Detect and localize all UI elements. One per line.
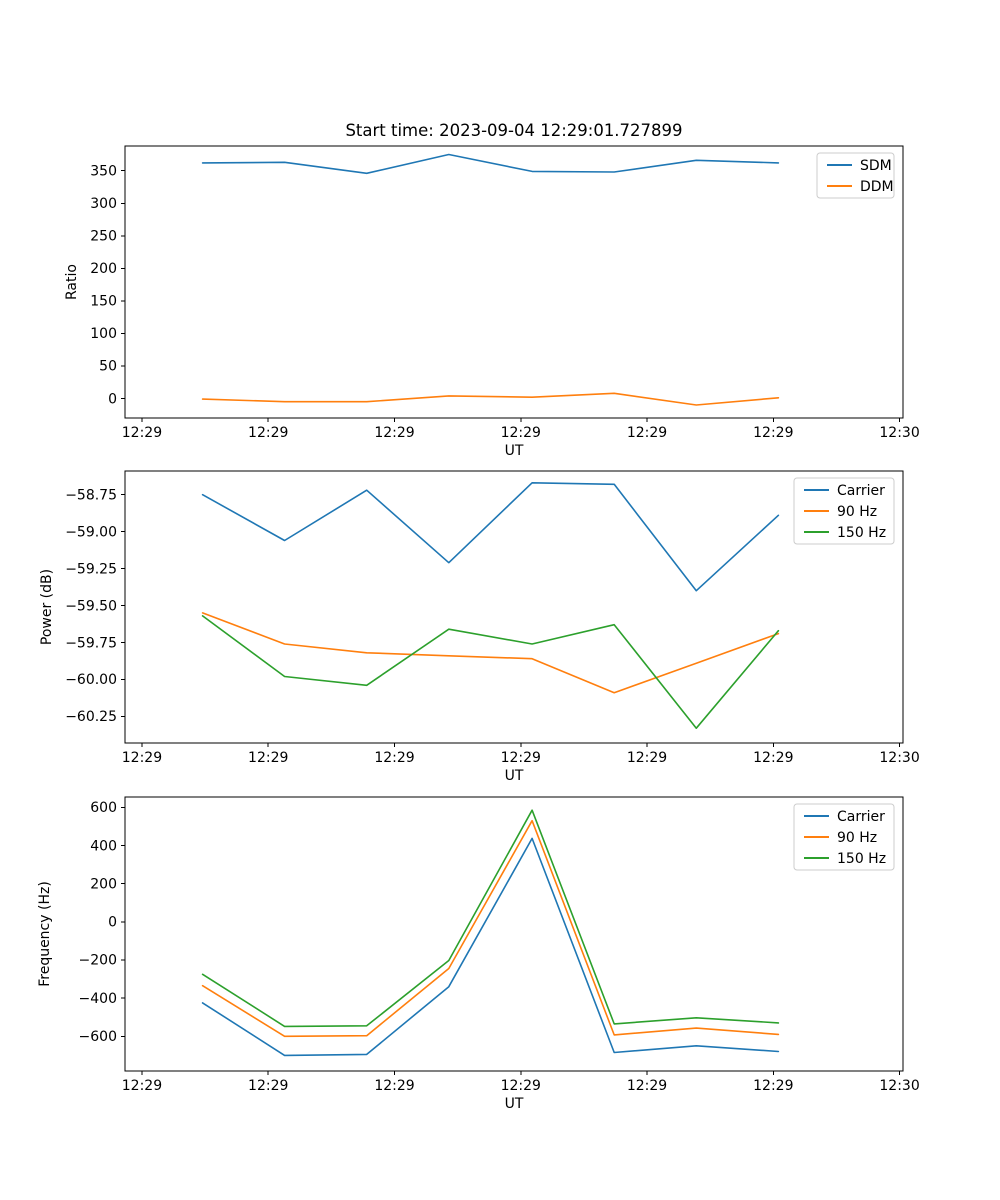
figure-title: Start time: 2023-09-04 12:29:01.727899	[345, 121, 683, 140]
series-line-150-hz	[201, 809, 780, 1028]
x-tick-label: 12:29	[248, 425, 288, 441]
axes-frame	[124, 470, 904, 744]
y-tick-label: −60.25	[65, 709, 117, 725]
legend-box	[793, 477, 895, 545]
y-tick-label: −400	[79, 991, 117, 1007]
subplot-ratio: 0 50 100 150 200 250 300 350 12:29 12:29 12:29 12:2…	[64, 145, 920, 459]
y-tick-label: 600	[90, 800, 117, 816]
x-tick-label: 12:30	[879, 750, 919, 766]
legend: Carrier 90 Hz 150 Hz	[793, 477, 895, 545]
y-tick-label: 350	[90, 164, 117, 180]
x-tick-label: 12:29	[374, 425, 414, 441]
x-tick-label: 12:30	[879, 1078, 919, 1094]
x-tick-label: 12:29	[374, 750, 414, 766]
legend: SDM DDM	[816, 152, 895, 199]
y-tick-label: 0	[108, 391, 117, 407]
x-tick-label: 12:29	[122, 425, 162, 441]
series-line-90-hz	[201, 819, 780, 1038]
y-tick-label: 300	[90, 196, 117, 212]
x-tick-label: 12:30	[879, 425, 919, 441]
x-axis-label: UT	[505, 443, 524, 459]
x-tick-label: 12:29	[753, 750, 793, 766]
x-tick-label: 12:29	[627, 750, 667, 766]
axes-frame	[124, 796, 904, 1072]
series-line-sdm	[201, 153, 780, 175]
y-tick-label: −59.75	[65, 635, 117, 651]
y-tick-label: −600	[79, 1029, 117, 1045]
y-axis-label: Frequency (Hz)	[37, 881, 53, 987]
series-line-90-hz	[201, 612, 780, 694]
y-tick-label: 200	[90, 261, 117, 277]
series-line-carrier	[201, 481, 780, 592]
y-tick-label: −59.25	[65, 561, 117, 577]
subplot-power: −58.75 −59.00 −59.25 −59.50 −59.75 −60.00 −60.…	[39, 470, 920, 784]
x-tick-label: 12:29	[248, 750, 288, 766]
legend-label: Carrier	[837, 809, 885, 825]
axes-frame	[124, 145, 904, 419]
x-tick-label: 12:29	[122, 1078, 162, 1094]
y-tick-label: 0	[108, 915, 117, 931]
legend-box	[793, 803, 895, 871]
y-tick-label: 150	[90, 294, 117, 310]
x-tick-label: 12:29	[753, 1078, 793, 1094]
y-tick-label: 50	[99, 359, 117, 375]
subplot-frequency: 600 400 200 0 −200 −400 −600 12:29 12:29 12:29 12:…	[37, 796, 920, 1112]
x-tick-label: 12:29	[248, 1078, 288, 1094]
x-tick-label: 12:29	[501, 425, 541, 441]
x-tick-label: 12:29	[627, 1078, 667, 1094]
legend-label: 90 Hz	[837, 830, 877, 846]
x-tick-label: 12:29	[753, 425, 793, 441]
series-line-150-hz	[201, 615, 780, 730]
legend-label: 90 Hz	[837, 504, 877, 520]
y-axis-label: Ratio	[64, 264, 80, 300]
y-tick-label: −59.00	[65, 524, 117, 540]
series-line-ddm	[201, 392, 780, 406]
legend-label: DDM	[860, 179, 894, 195]
y-tick-label: −60.00	[65, 672, 117, 688]
x-axis-label: UT	[505, 768, 524, 784]
legend-label: 150 Hz	[837, 851, 886, 867]
legend-label: SDM	[860, 158, 892, 174]
x-axis-label: UT	[505, 1096, 524, 1112]
legend-label: Carrier	[837, 483, 885, 499]
y-tick-label: 250	[90, 229, 117, 245]
y-axis-label: Power (dB)	[39, 569, 55, 645]
x-tick-label: 12:29	[501, 1078, 541, 1094]
y-tick-label: −200	[79, 953, 117, 969]
legend-label: 150 Hz	[837, 525, 886, 541]
y-tick-label: 100	[90, 326, 117, 342]
legend: Carrier 90 Hz 150 Hz	[793, 803, 895, 871]
y-tick-label: 200	[90, 876, 117, 892]
x-tick-label: 12:29	[122, 750, 162, 766]
series-line-carrier	[201, 837, 780, 1057]
y-tick-label: 400	[90, 838, 117, 854]
y-tick-label: −59.50	[65, 598, 117, 614]
x-tick-label: 12:29	[374, 1078, 414, 1094]
x-tick-label: 12:29	[501, 750, 541, 766]
x-tick-label: 12:29	[627, 425, 667, 441]
y-tick-label: −58.75	[65, 487, 117, 503]
